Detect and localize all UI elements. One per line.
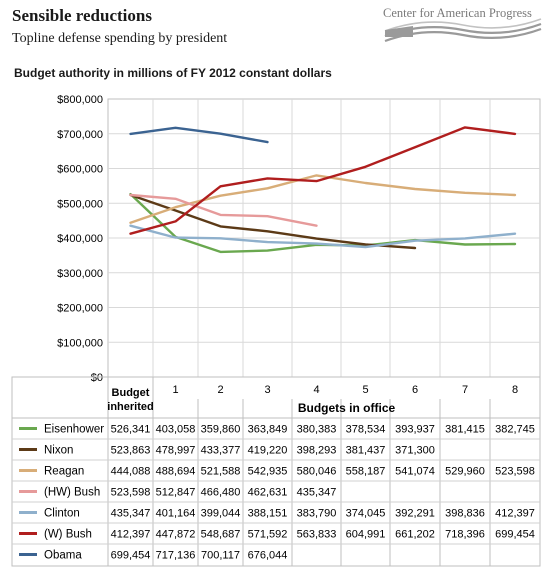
data-label: 383,790 <box>297 508 337 520</box>
series-line <box>129 193 318 227</box>
data-label: 548,687 <box>201 529 241 541</box>
legend-label: (HW) Bush <box>44 487 100 499</box>
data-label: 399,044 <box>201 508 241 520</box>
data-label: 466,480 <box>201 487 241 499</box>
data-label: 381,437 <box>346 445 386 457</box>
legend-label: Clinton <box>44 508 80 520</box>
data-label: 700,117 <box>201 550 240 562</box>
data-label: 412,397 <box>111 529 151 541</box>
legend-label: Eisenhower <box>44 424 104 436</box>
data-label: 433,377 <box>201 445 241 457</box>
data-label: 393,937 <box>395 424 435 436</box>
x-tick-label: 7 <box>462 384 468 396</box>
data-label: 435,347 <box>297 487 337 499</box>
series-line <box>129 224 517 249</box>
x-axis-title: Budgets in office <box>298 401 396 415</box>
data-label: 381,415 <box>445 424 485 436</box>
y-tick-label: $600,000 <box>57 164 103 176</box>
data-label: 699,454 <box>495 529 535 541</box>
chart-title: Sensible reductions <box>12 6 152 25</box>
data-label: 398,293 <box>297 445 337 457</box>
data-label: 488,694 <box>156 466 196 478</box>
data-label: 462,631 <box>248 487 288 499</box>
flag-stripes-icon <box>384 18 542 43</box>
y-axis-title: Budget authority in millions of FY 2012 … <box>14 66 332 80</box>
x-tick-label: 5 <box>362 384 368 396</box>
brand-logo: Center for American Progress <box>383 6 543 46</box>
data-label: 699,454 <box>111 550 151 562</box>
y-tick-label: $300,000 <box>57 268 103 280</box>
baseline-header-line1: Budget <box>112 387 150 399</box>
data-label: 388,151 <box>248 508 288 520</box>
data-label: 419,220 <box>248 445 288 457</box>
x-tick-label: 3 <box>264 384 270 396</box>
data-label: 401,164 <box>156 508 196 520</box>
x-tick-label: 1 <box>172 384 178 396</box>
data-label: 374,045 <box>346 508 386 520</box>
legend-label: Obama <box>44 550 82 562</box>
brand-name: Center for American Progress <box>383 6 532 20</box>
y-tick-label: $800,000 <box>57 94 103 106</box>
data-label: 718,396 <box>445 529 485 541</box>
data-label: 403,058 <box>156 424 196 436</box>
data-label: 558,187 <box>346 466 386 478</box>
data-label: 542,935 <box>248 466 288 478</box>
data-label: 523,598 <box>495 466 535 478</box>
data-label: 380,383 <box>297 424 337 436</box>
data-label: 382,745 <box>495 424 535 436</box>
data-label: 523,598 <box>111 487 151 499</box>
y-tick-label: $0 <box>91 372 103 384</box>
data-label: 676,044 <box>248 550 288 562</box>
legend-label: Reagan <box>44 466 84 478</box>
data-label: 398,836 <box>445 508 485 520</box>
y-tick-label: $200,000 <box>57 303 103 315</box>
data-label: 529,960 <box>445 466 485 478</box>
data-label: 661,202 <box>395 529 435 541</box>
legend-label: Nixon <box>44 445 73 457</box>
x-tick-label: 6 <box>412 384 418 396</box>
data-label: 359,860 <box>201 424 241 436</box>
data-label: 392,291 <box>395 508 435 520</box>
data-label: 521,588 <box>201 466 241 478</box>
x-tick-label: 2 <box>217 384 223 396</box>
chart-subtitle: Topline defense spending by president <box>12 31 228 46</box>
data-label: 447,872 <box>156 529 196 541</box>
data-label: 444,088 <box>111 466 151 478</box>
baseline-header-line2: inherited <box>107 401 153 413</box>
data-label: 363,849 <box>248 424 288 436</box>
data-label: 412,397 <box>495 508 535 520</box>
data-label: 378,534 <box>346 424 386 436</box>
data-label: 478,997 <box>156 445 196 457</box>
data-label: 523,863 <box>111 445 151 457</box>
data-label: 526,341 <box>111 424 151 436</box>
data-label: 541,074 <box>395 466 435 478</box>
data-label: 571,592 <box>248 529 288 541</box>
data-label: 563,833 <box>297 529 337 541</box>
data-label: 512,847 <box>156 487 196 499</box>
series-line <box>129 126 517 235</box>
data-label: 580,046 <box>297 466 337 478</box>
data-table <box>11 376 541 567</box>
y-tick-label: $100,000 <box>57 337 103 349</box>
y-tick-label: $500,000 <box>57 198 103 210</box>
x-tick-label: 8 <box>512 384 518 396</box>
data-label: 717,136 <box>156 550 196 562</box>
y-tick-label: $700,000 <box>57 129 103 141</box>
legend-label: (W) Bush <box>44 529 92 541</box>
y-tick-label: $400,000 <box>57 233 103 245</box>
data-label: 604,991 <box>346 529 386 541</box>
series-line <box>129 193 417 250</box>
data-label: 371,300 <box>395 445 435 457</box>
x-tick-label: 4 <box>313 384 319 396</box>
series-line <box>129 126 269 144</box>
data-label: 435,347 <box>111 508 151 520</box>
